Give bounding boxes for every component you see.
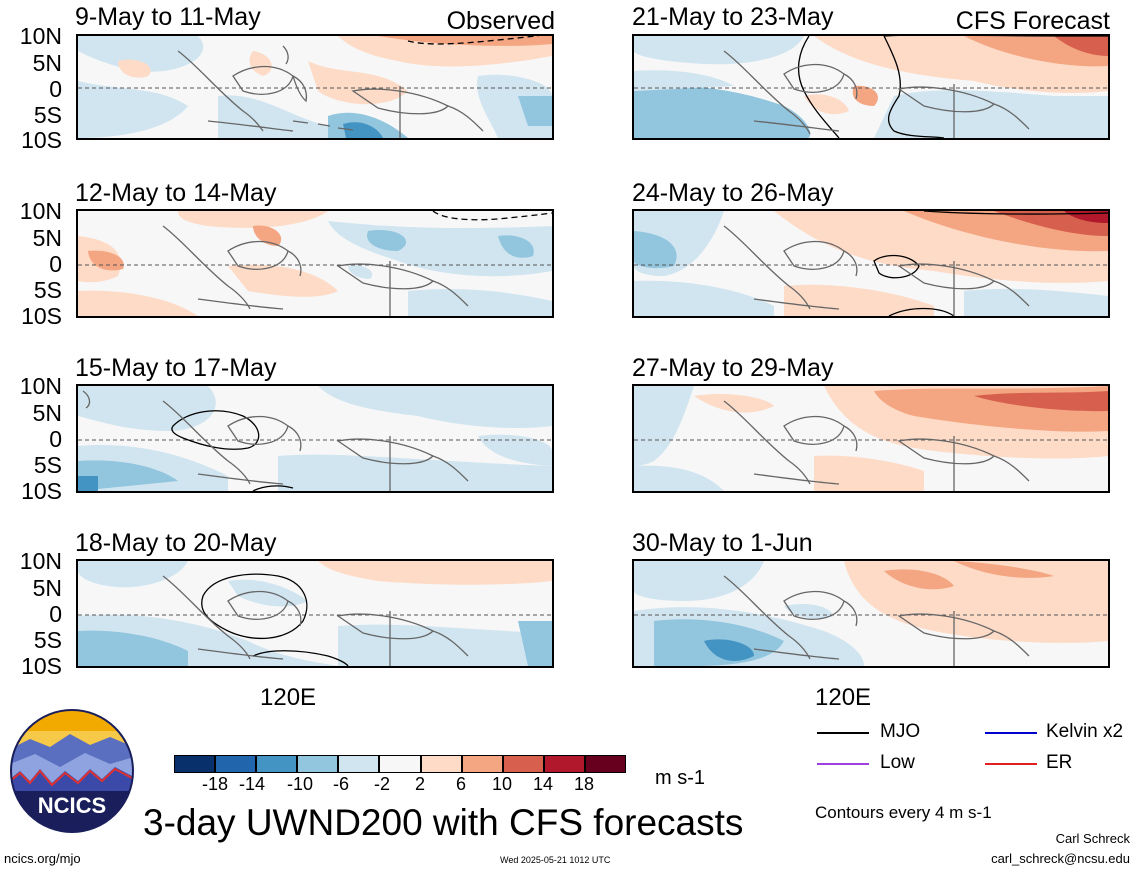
colorbar-swatch [502, 755, 544, 773]
logo-text: NCICS [38, 793, 106, 818]
lat-label: 0 [49, 76, 62, 102]
lon-label: 120E [815, 684, 872, 711]
map-panel-forecast-3 [632, 384, 1110, 493]
panel-title: 18-May to 20-May [75, 529, 277, 557]
legend-line-kelvin [985, 732, 1037, 734]
map-panel-forecast-1 [632, 34, 1110, 140]
colorbar-tick: 14 [532, 774, 554, 794]
legend-label-low: Low [880, 752, 915, 773]
colorbar-swatch [379, 755, 421, 773]
legend-label-er: ER [1046, 752, 1073, 773]
footer-url[interactable]: ncics.org/mjo [4, 851, 81, 866]
legend-line-low [817, 763, 869, 765]
colorbar-tick: 10 [491, 774, 513, 794]
colorbar-swatch [215, 755, 257, 773]
colorbar-tick: 2 [414, 774, 425, 794]
colorbar-tick: -14 [238, 774, 265, 794]
lat-label: 5S [33, 452, 62, 478]
lat-label: 10N [19, 548, 62, 574]
lat-label: 10N [19, 198, 62, 224]
colorbar-tick: -10 [286, 774, 313, 794]
legend-label-kelvin: Kelvin x2 [1046, 721, 1124, 742]
lat-label: 10N [19, 23, 62, 49]
footer-email[interactable]: carl_schreck@ncsu.edu [991, 851, 1130, 866]
lat-label: 10S [21, 478, 62, 504]
lat-label: 10S [21, 127, 62, 153]
panel-title: 30-May to 1-Jun [632, 529, 813, 557]
panel-title: 21-May to 23-May [632, 3, 834, 31]
footer-timestamp: Wed 2025-05-21 1012 UTC [500, 855, 611, 865]
colorbar-tick: -6 [332, 774, 349, 794]
map-panel-observed-3 [76, 384, 554, 493]
lat-label: 5N [32, 225, 62, 251]
map-panel-observed-1 [76, 34, 554, 140]
lat-label: 10N [19, 373, 62, 399]
lat-label: 10S [21, 303, 62, 329]
colorbar-swatch [256, 755, 298, 773]
colorbar-swatch [543, 755, 585, 773]
panel-title: 12-May to 14-May [75, 179, 277, 207]
lat-label: 5S [33, 277, 62, 303]
colorbar-swatch [420, 755, 462, 773]
colorbar-tick: 18 [573, 774, 595, 794]
lat-label: 0 [49, 426, 62, 452]
lon-label: 120E [260, 684, 317, 711]
colorbar-units: m s-1 [655, 767, 705, 789]
colorbar-tick: -2 [373, 774, 390, 794]
legend-line-mjo [817, 732, 869, 734]
colorbar-tick: 6 [455, 774, 466, 794]
panel-title: 27-May to 29-May [632, 354, 834, 382]
colorbar-swatch [297, 755, 339, 773]
colorbar-swatch [338, 755, 380, 773]
lat-label: 0 [49, 601, 62, 627]
lat-label: 10S [21, 653, 62, 679]
map-panel-forecast-2 [632, 209, 1110, 318]
lat-label: 5N [32, 400, 62, 426]
colorbar-tick: -18 [201, 774, 228, 794]
footer-author: Carl Schreck [1055, 831, 1130, 846]
colorbar-swatch [174, 755, 216, 773]
map-panel-observed-2 [76, 209, 554, 318]
observed-label: Observed [446, 7, 555, 35]
contours-note: Contours every 4 m s-1 [815, 803, 992, 822]
lat-label: 5N [32, 50, 62, 76]
ncics-logo: NCICS [10, 709, 134, 833]
lat-label: 5S [33, 627, 62, 653]
lat-label: 0 [49, 251, 62, 277]
panel-title: 9-May to 11-May [75, 3, 261, 31]
panel-title: 15-May to 17-May [75, 354, 277, 382]
forecast-label: CFS Forecast [955, 7, 1110, 35]
colorbar [174, 755, 627, 773]
panel-title: 24-May to 26-May [632, 179, 834, 207]
legend-label-mjo: MJO [880, 721, 921, 742]
lat-label: 5S [33, 102, 62, 128]
colorbar-swatch [461, 755, 503, 773]
colorbar-swatch [584, 755, 627, 773]
main-title: 3-day UWND200 with CFS forecasts [143, 802, 744, 843]
map-panel-observed-4 [76, 559, 554, 668]
map-panel-forecast-4 [632, 559, 1110, 668]
legend-line-er [985, 763, 1037, 765]
lat-label: 5N [32, 575, 62, 601]
